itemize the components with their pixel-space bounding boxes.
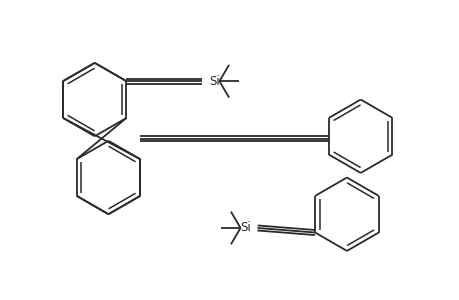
Text: Si: Si: [239, 221, 250, 235]
Text: Si: Si: [209, 75, 220, 88]
